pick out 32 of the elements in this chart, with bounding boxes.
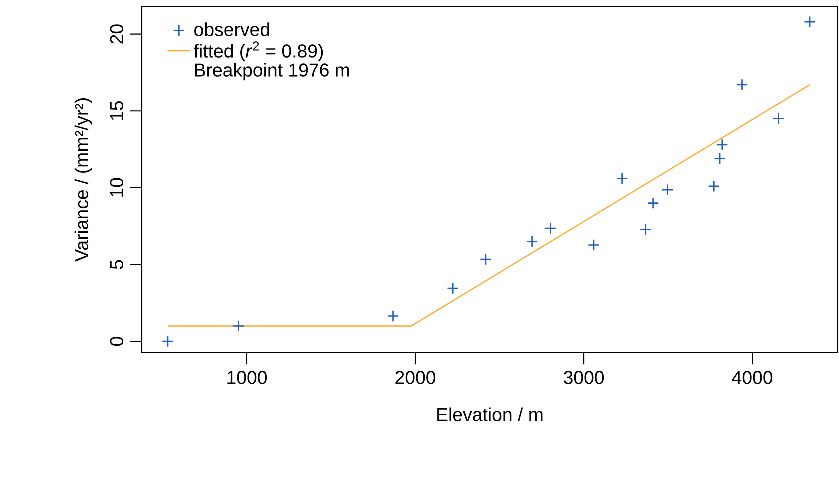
- point: [526, 236, 538, 248]
- annotation: Breakpoint 1976 m: [195, 63, 350, 81]
- legend-label: observed: [194, 22, 270, 36]
- point: [480, 254, 492, 266]
- point: [588, 239, 600, 252]
- x-tick-label: 2000: [396, 371, 436, 384]
- y-tick-label: 10: [110, 178, 124, 197]
- y-tick-label: 5: [110, 260, 124, 270]
- point: [162, 336, 174, 348]
- y-tick-label: 0: [110, 337, 124, 346]
- x-axis-title: Elevation / m: [438, 408, 543, 422]
- point: [736, 79, 748, 92]
- point: [716, 138, 728, 151]
- point: [708, 180, 720, 192]
- point: [232, 320, 245, 332]
- point: [387, 310, 400, 322]
- point: [804, 16, 816, 28]
- y-axis-title: Variance / (mm²/yr²): [74, 98, 92, 262]
- x-tick-label: 1000: [228, 371, 268, 384]
- point: [640, 224, 652, 236]
- point: [772, 112, 785, 125]
- point: [616, 172, 628, 185]
- x-tick-label: 4000: [732, 371, 773, 384]
- point: [544, 222, 557, 235]
- point: [662, 184, 674, 196]
- x-tick-label: 3000: [564, 371, 604, 384]
- point: [647, 197, 660, 210]
- legend-label: fitted (r$^{2}$ = 0.89): [194, 42, 324, 62]
- y-tick-label: 20: [110, 24, 124, 44]
- point: [447, 282, 460, 295]
- y-tick-label: 15: [110, 102, 124, 120]
- point: [714, 152, 726, 165]
